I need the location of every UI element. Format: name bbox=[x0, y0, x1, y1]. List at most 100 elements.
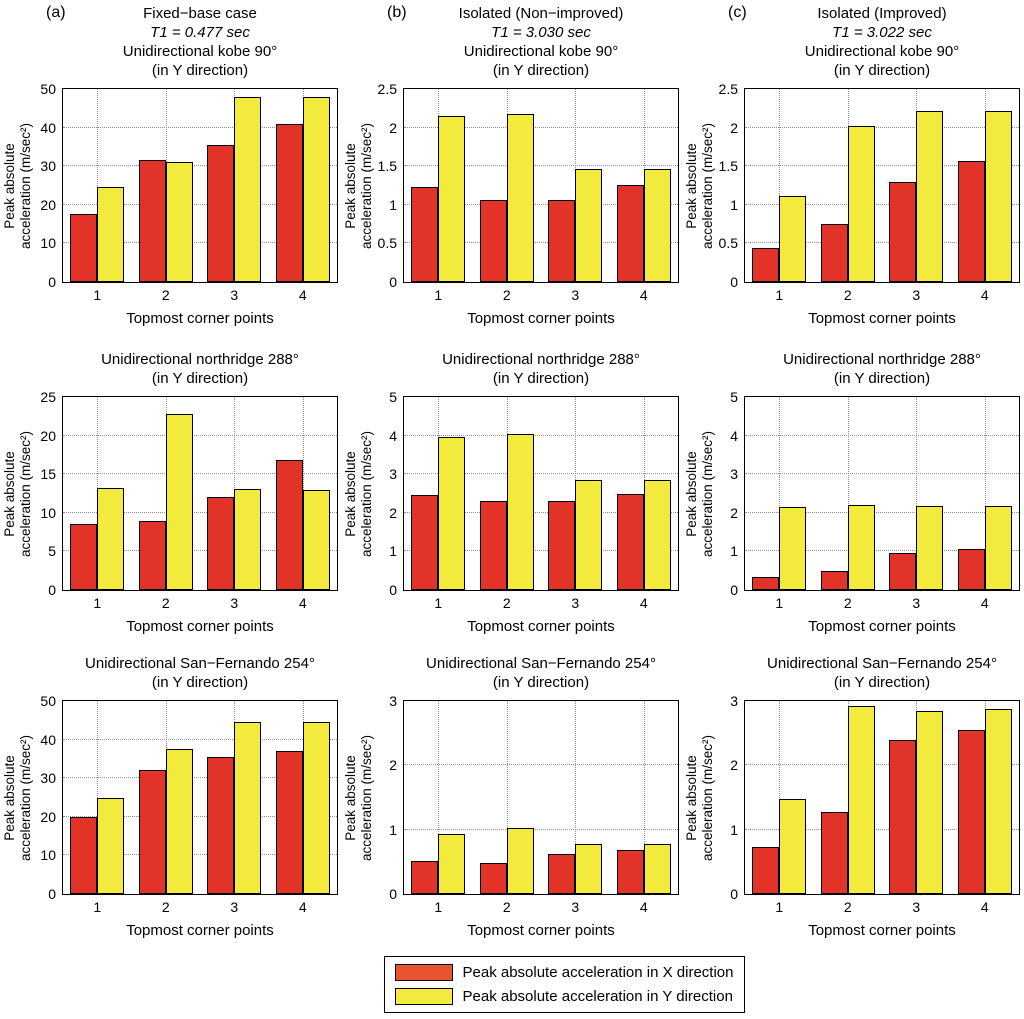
x-tick-label: 1 bbox=[775, 595, 784, 611]
x-tick-label: 4 bbox=[980, 287, 989, 303]
h-gridline bbox=[404, 828, 678, 830]
chart-b-northridge: Unidirectional northridge 288° (in Y dire… bbox=[341, 336, 682, 640]
y-tick-label: 0.5 bbox=[377, 235, 397, 252]
bar-y-point-3 bbox=[916, 506, 944, 590]
y-tick-label: 10 bbox=[40, 847, 56, 864]
chart-title-line: Unidirectional northridge 288° bbox=[442, 351, 640, 368]
x-tick-label: 1 bbox=[775, 287, 784, 303]
chart-title-line: Unidirectional San−Fernando 254° bbox=[767, 655, 997, 672]
y-tick-label: 4 bbox=[730, 427, 738, 444]
plot-area: Peak absolute acceleration (m/sec²) 0 10 20 3… bbox=[2, 694, 338, 915]
bar-x-point-1 bbox=[70, 214, 98, 282]
x-axis-label: Topmost corner points bbox=[808, 922, 956, 939]
h-gridline bbox=[63, 777, 337, 779]
bar-x-point-1 bbox=[411, 860, 439, 894]
x-tick-label: 3 bbox=[912, 899, 921, 915]
x-tick-label: 3 bbox=[230, 287, 239, 303]
bar-x-point-4 bbox=[957, 729, 985, 894]
plot-area: Peak absolute acceleration (m/sec²) 0 1 2 3 1 2… bbox=[684, 694, 1020, 915]
bar-x-point-4 bbox=[616, 493, 644, 590]
x-tick-label: 4 bbox=[980, 595, 989, 611]
chart-a-kobe: (a) Fixed−base case T1 = 0.477 sec Unidirec… bbox=[0, 0, 341, 336]
x-tick-label: 4 bbox=[639, 899, 648, 915]
y-tick-label: 1 bbox=[389, 543, 397, 560]
x-tick-label: 1 bbox=[434, 287, 443, 303]
bar-x-point-3 bbox=[889, 553, 917, 590]
y-tick-label: 10 bbox=[40, 235, 56, 252]
chart-title-block: Isolated (Non−improved) T1 = 3.030 sec Uni… bbox=[403, 4, 679, 80]
h-gridline bbox=[63, 511, 337, 513]
h-gridline bbox=[63, 854, 337, 856]
bar-y-point-2 bbox=[847, 505, 875, 590]
chart-c-kobe: (c) Isolated (Improved) T1 = 3.022 sec Unid… bbox=[682, 0, 1024, 336]
panel-label-a: (a) bbox=[46, 4, 66, 21]
y-tick-label: 0 bbox=[389, 886, 397, 902]
y-tick-label: 20 bbox=[40, 196, 56, 213]
bar-y-point-2 bbox=[165, 413, 193, 590]
bar-x-point-3 bbox=[207, 756, 235, 894]
h-gridline bbox=[745, 473, 1019, 475]
y-tick-label: 2 bbox=[730, 119, 738, 136]
y-tick-label: 5 bbox=[730, 389, 738, 405]
v-gridline bbox=[916, 397, 918, 590]
x-axis-label: Topmost corner points bbox=[808, 618, 956, 635]
bar-y-point-3 bbox=[916, 710, 944, 894]
chart-title-line: Fixed−base case bbox=[143, 5, 257, 22]
chart-title-line: (in Y direction) bbox=[492, 62, 590, 79]
y-tick-label: 5 bbox=[48, 543, 56, 560]
panel-label-b: (b) bbox=[387, 4, 407, 21]
h-gridline bbox=[63, 242, 337, 244]
plot-area: Peak absolute acceleration (m/sec²) 0 5 10 15… bbox=[2, 390, 338, 611]
bar-y-point-3 bbox=[575, 169, 603, 282]
bar-x-point-2 bbox=[479, 200, 507, 282]
legend-entry-y: Peak absolute acceleration in Y directio… bbox=[394, 988, 734, 1005]
x-tick-label: 2 bbox=[502, 287, 511, 303]
h-gridline bbox=[745, 242, 1019, 244]
bar-x-point-2 bbox=[820, 811, 848, 894]
y-tick-label: 0 bbox=[389, 274, 397, 290]
h-gridline bbox=[63, 434, 337, 436]
plot-area: Peak absolute acceleration (m/sec²) 0 1 2 3 4 5… bbox=[343, 390, 679, 611]
x-tick-label: 1 bbox=[93, 287, 102, 303]
bar-x-point-2 bbox=[820, 224, 848, 282]
v-gridline bbox=[643, 701, 645, 894]
bar-y-point-1 bbox=[438, 834, 466, 894]
bar-y-point-4 bbox=[302, 489, 330, 590]
bar-x-point-1 bbox=[70, 523, 98, 590]
h-gridline bbox=[745, 764, 1019, 766]
y-axis-label: Peak absolute acceleration (m/sec²) bbox=[2, 122, 33, 249]
y-axis-label: Peak absolute acceleration (m/sec²) bbox=[343, 430, 374, 557]
panel-label-c: (c) bbox=[728, 4, 747, 21]
chart-title-block: Unidirectional northridge 288° (in Y dire… bbox=[744, 350, 1020, 388]
x-tick-label: 3 bbox=[571, 287, 580, 303]
y-tick-label: 5 bbox=[389, 389, 397, 405]
y-tick-label: 0 bbox=[48, 582, 56, 598]
bar-x-point-2 bbox=[138, 770, 166, 894]
x-axis-label: Topmost corner points bbox=[467, 618, 615, 635]
plot-area: Peak absolute acceleration (m/sec²) 0 0.5 1 1… bbox=[684, 82, 1020, 303]
bar-y-point-1 bbox=[438, 436, 466, 590]
y-tick-label: 0 bbox=[730, 274, 738, 290]
bar-y-point-3 bbox=[234, 488, 262, 590]
h-gridline bbox=[63, 550, 337, 552]
x-tick-label: 4 bbox=[298, 287, 307, 303]
y-tick-label: 30 bbox=[40, 158, 56, 175]
h-gridline bbox=[745, 126, 1019, 128]
h-gridline bbox=[404, 473, 678, 475]
bar-x-point-4 bbox=[275, 751, 303, 894]
bar-y-point-4 bbox=[984, 506, 1012, 590]
x-tick-label: 4 bbox=[298, 899, 307, 915]
legend-entry-x: Peak absolute acceleration in X directio… bbox=[394, 964, 734, 981]
y-tick-label: 3 bbox=[730, 693, 738, 709]
y-tick-label: 0 bbox=[389, 582, 397, 598]
bar-y-point-2 bbox=[506, 114, 534, 282]
bar-x-point-1 bbox=[752, 248, 780, 282]
h-gridline bbox=[745, 550, 1019, 552]
y-axis-label: Peak absolute acceleration (m/sec²) bbox=[2, 430, 33, 557]
plot-area: Peak absolute acceleration (m/sec²) 0 1 2 3 4 5… bbox=[684, 390, 1020, 611]
chart-title-line: T1 = 3.030 sec bbox=[491, 24, 591, 41]
bar-x-point-4 bbox=[275, 123, 303, 282]
x-tick-label: 3 bbox=[912, 595, 921, 611]
bar-x-point-1 bbox=[70, 816, 98, 894]
y-tick-label: 3 bbox=[389, 693, 397, 709]
